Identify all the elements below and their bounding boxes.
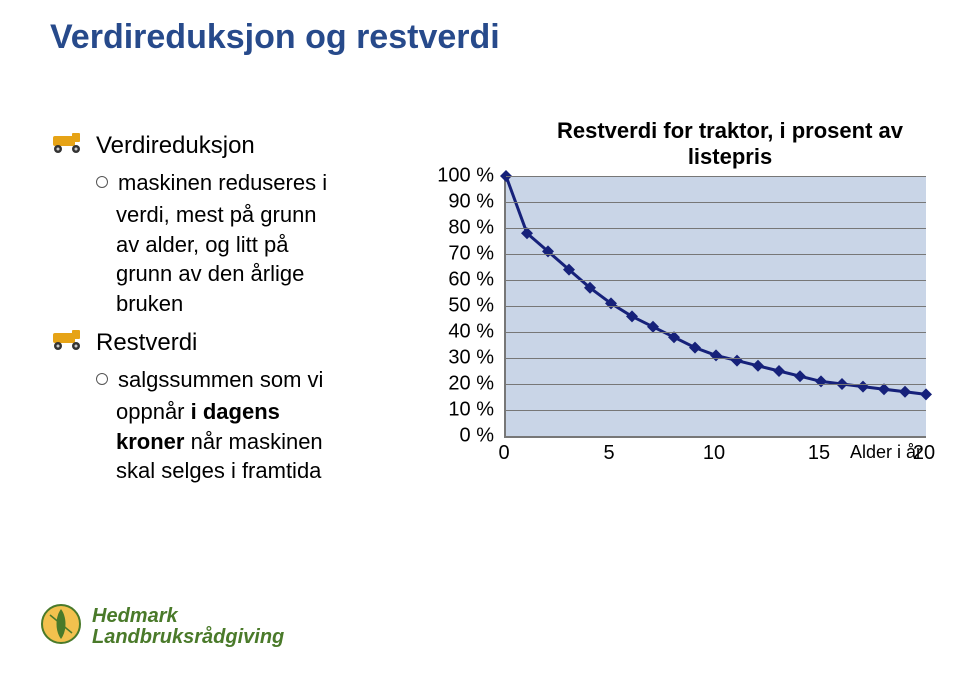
leaf-badge-icon	[40, 603, 82, 650]
heading-2: Restverdi	[96, 327, 197, 359]
y-tick-label: 30 %	[448, 347, 494, 370]
y-tick-label: 20 %	[448, 373, 494, 396]
plot-area	[504, 176, 926, 438]
y-tick-label: 10 %	[448, 399, 494, 422]
body-text: skal selges i framtida	[116, 456, 430, 486]
gridline	[506, 384, 926, 385]
body-text-part: oppnår	[116, 399, 191, 424]
x-tick-label: 15	[808, 442, 830, 465]
gridline	[506, 358, 926, 359]
x-tick-label: 10	[703, 442, 725, 465]
heading-1: Verdireduksjon	[96, 130, 255, 162]
y-tick-label: 70 %	[448, 243, 494, 266]
y-tick-label: 90 %	[448, 191, 494, 214]
footer-logo: Hedmark Landbruksrådgiving	[40, 603, 284, 650]
y-tick-label: 40 %	[448, 321, 494, 344]
bullet-icon	[96, 373, 108, 385]
y-tick-label: 100 %	[437, 165, 494, 188]
x-axis-title: Alder i år	[850, 442, 922, 463]
y-tick-label: 0 %	[460, 425, 494, 448]
left-column: Verdireduksjon maskinen reduseres i verd…	[50, 130, 430, 486]
body-text: kroner når maskinen	[116, 427, 430, 457]
body-text-bold: kroner	[116, 429, 184, 454]
gridline	[506, 228, 926, 229]
gridline	[506, 332, 926, 333]
body-text: verdi, mest på grunn	[116, 200, 430, 230]
y-tick-label: 50 %	[448, 295, 494, 318]
body-text: bruken	[116, 289, 430, 319]
gridline	[506, 202, 926, 203]
body-text: oppnår i dagens	[116, 397, 430, 427]
x-tick-label: 0	[498, 442, 509, 465]
chart-title: Restverdi for traktor, i prosent av list…	[540, 118, 920, 171]
gridline	[506, 254, 926, 255]
body-text-part: når maskinen	[184, 429, 322, 454]
x-tick-label: 5	[603, 442, 614, 465]
body-text: grunn av den årlige	[116, 259, 430, 289]
body-text: av alder, og litt på	[116, 230, 430, 260]
y-tick-label: 80 %	[448, 217, 494, 240]
body-text: salgssummen som vi	[118, 365, 323, 395]
gridline	[506, 280, 926, 281]
tractor-icon	[50, 132, 86, 162]
gridline	[506, 306, 926, 307]
chart: Restverdi for traktor, i prosent av list…	[430, 118, 940, 488]
page-title: Verdireduksjon og restverdi	[50, 18, 500, 57]
bullet-icon	[96, 176, 108, 188]
body-text: maskinen reduseres i	[118, 168, 327, 198]
gridline	[506, 410, 926, 411]
y-tick-label: 60 %	[448, 269, 494, 292]
body-text-bold: i dagens	[191, 399, 280, 424]
gridline	[506, 176, 926, 177]
footer-line-1: Hedmark	[92, 606, 284, 627]
footer-line-2: Landbruksrådgiving	[92, 627, 284, 648]
tractor-icon	[50, 329, 86, 359]
